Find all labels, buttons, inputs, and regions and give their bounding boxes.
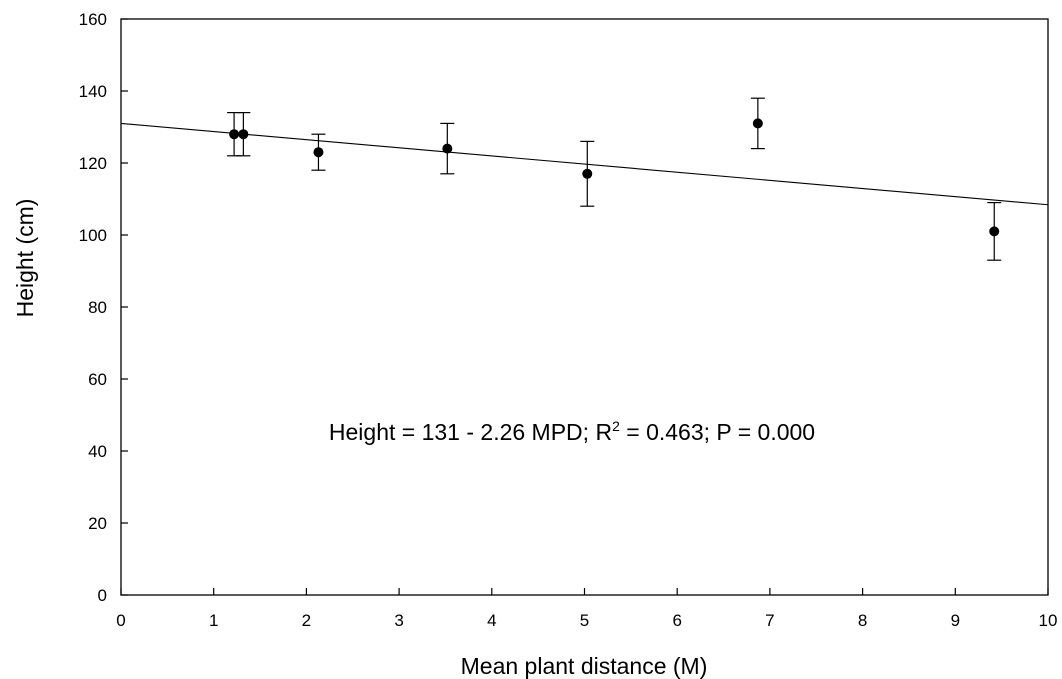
y-tick-label: 160 [79,10,107,29]
equation-superscript: 2 [612,418,620,434]
y-tick-label: 60 [88,370,107,389]
x-axis-title: Mean plant distance (M) [461,653,708,679]
plot-area-border [120,18,1049,596]
y-axis: 0 20 40 60 80 100 120 140 160 [79,10,128,605]
equation-suffix: = 0.463; P = 0.000 [620,419,815,445]
regression-equation: Height = 131 - 2.26 MPD; R2 = 0.463; P =… [329,418,815,445]
x-axis: 0 1 2 3 4 5 6 7 8 9 10 [116,588,1057,630]
x-tick-label: 0 [116,611,125,630]
data-point [311,133,326,171]
regression-line-group [120,122,1049,206]
y-tick-label: 100 [79,226,107,245]
y-axis-title: Height (cm) [12,199,38,318]
data-point-marker [752,118,763,129]
data-point-marker [989,226,1000,237]
x-tick-label: 9 [951,611,960,630]
data-points-group [227,97,1002,261]
x-tick-label: 4 [487,611,496,630]
x-tick-label: 7 [765,611,774,630]
data-point [580,140,595,207]
y-tick-label: 80 [88,298,107,317]
data-point [987,202,1002,261]
data-point [750,97,765,150]
data-point-marker [582,168,593,179]
regression-line [120,122,1049,206]
y-tick-label: 20 [88,514,107,533]
x-tick-label: 2 [302,611,311,630]
data-point-marker [442,143,453,154]
data-point [440,122,455,175]
data-point-marker [229,129,240,140]
y-tick-label: 40 [88,442,107,461]
x-tick-label: 10 [1039,611,1058,630]
data-point [236,111,251,157]
x-tick-label: 3 [394,611,403,630]
data-point-marker [238,129,249,140]
y-tick-label: 0 [98,586,107,605]
plot-frame [120,18,1049,596]
data-point-marker [313,147,324,158]
x-tick-label: 1 [209,611,218,630]
x-tick-label: 6 [672,611,681,630]
x-tick-label: 5 [580,611,589,630]
y-tick-label: 120 [79,154,107,173]
equation-prefix: Height = 131 - 2.26 MPD; R [329,419,612,445]
y-tick-label: 140 [79,82,107,101]
x-tick-label: 8 [858,611,867,630]
